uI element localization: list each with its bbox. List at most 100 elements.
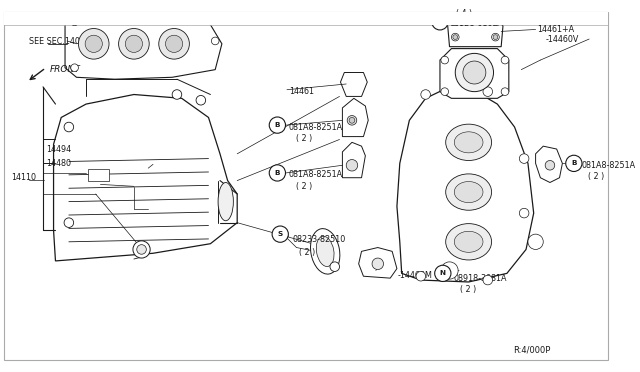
Circle shape [493,35,498,39]
Circle shape [441,262,458,279]
Circle shape [71,18,79,26]
Ellipse shape [310,229,340,274]
Text: -14460V: -14460V [545,35,579,44]
Circle shape [269,117,285,133]
Circle shape [269,165,285,181]
Text: 08233-82510: 08233-82510 [292,235,346,244]
Circle shape [166,35,182,52]
Circle shape [166,16,174,24]
Text: FRONT: FRONT [50,65,81,74]
Circle shape [71,64,79,71]
Circle shape [566,155,582,171]
Polygon shape [536,146,563,183]
Text: ( 2 ): ( 2 ) [296,182,312,191]
Text: ( 2 ): ( 2 ) [300,248,316,257]
Circle shape [453,35,458,39]
Ellipse shape [445,174,492,210]
Text: B: B [275,122,280,128]
Polygon shape [342,98,368,137]
Text: 14494: 14494 [46,145,71,154]
Text: 14480: 14480 [46,159,71,168]
Circle shape [483,87,493,96]
Circle shape [133,241,150,258]
Circle shape [85,35,102,52]
Ellipse shape [218,183,234,221]
Circle shape [211,37,219,45]
Circle shape [492,33,499,41]
Ellipse shape [454,231,483,252]
Text: B: B [275,170,280,176]
Text: ( 2 ): ( 2 ) [588,172,604,181]
Circle shape [501,56,509,64]
Text: B: B [437,19,443,25]
Polygon shape [440,49,509,98]
Circle shape [519,208,529,218]
Circle shape [118,29,149,59]
Text: -14465M: -14465M [398,271,433,280]
Circle shape [421,90,430,99]
Circle shape [416,272,426,281]
Circle shape [519,154,529,163]
Polygon shape [54,94,237,261]
Text: 08918-3081A: 08918-3081A [453,274,507,283]
Circle shape [125,35,143,52]
Circle shape [455,53,493,92]
Circle shape [545,160,555,170]
Text: 14110: 14110 [12,173,36,182]
Text: ( 4 ): ( 4 ) [456,9,472,18]
Circle shape [272,226,289,242]
Circle shape [172,90,182,99]
Circle shape [196,96,205,105]
Polygon shape [65,18,222,79]
Circle shape [64,218,74,227]
Polygon shape [447,15,503,47]
Ellipse shape [454,182,483,203]
Circle shape [372,258,383,270]
Bar [88,169,109,180]
Circle shape [330,262,340,272]
Text: ( 2 ): ( 2 ) [296,134,312,143]
Circle shape [443,266,452,275]
Circle shape [432,14,448,30]
Circle shape [159,29,189,59]
Circle shape [483,275,493,285]
Text: B: B [571,160,577,166]
Circle shape [441,88,449,96]
Text: 081A8-8251A: 081A8-8251A [289,170,343,179]
Text: 081B8-6161A: 081B8-6161A [449,19,504,28]
Polygon shape [340,73,367,96]
Circle shape [528,234,543,250]
Circle shape [346,160,358,171]
Circle shape [79,29,109,59]
Circle shape [137,245,147,254]
Circle shape [453,19,458,24]
Ellipse shape [445,124,492,160]
Text: S: S [278,231,283,237]
Circle shape [435,265,451,282]
Text: ( 2 ): ( 2 ) [460,285,476,294]
Circle shape [451,33,459,41]
Ellipse shape [316,236,334,266]
Text: 081A8-8251A: 081A8-8251A [582,161,636,170]
Circle shape [349,118,355,123]
Polygon shape [397,87,534,282]
Text: 14461: 14461 [289,87,314,96]
Ellipse shape [445,224,492,260]
Bar [4,12,608,25]
Circle shape [492,18,499,26]
Circle shape [64,122,74,132]
Text: 14461+A: 14461+A [538,25,575,34]
Circle shape [493,19,498,24]
Text: R:4/000P: R:4/000P [513,345,550,355]
Circle shape [531,237,540,247]
Circle shape [347,116,356,125]
Polygon shape [342,142,365,178]
Text: N: N [440,270,446,276]
Polygon shape [358,247,397,278]
Ellipse shape [454,132,483,153]
Text: SEE SEC.140: SEE SEC.140 [29,38,79,46]
Circle shape [463,61,486,84]
Text: 081A8-8251A: 081A8-8251A [289,122,343,132]
Circle shape [441,56,449,64]
Circle shape [501,88,509,96]
